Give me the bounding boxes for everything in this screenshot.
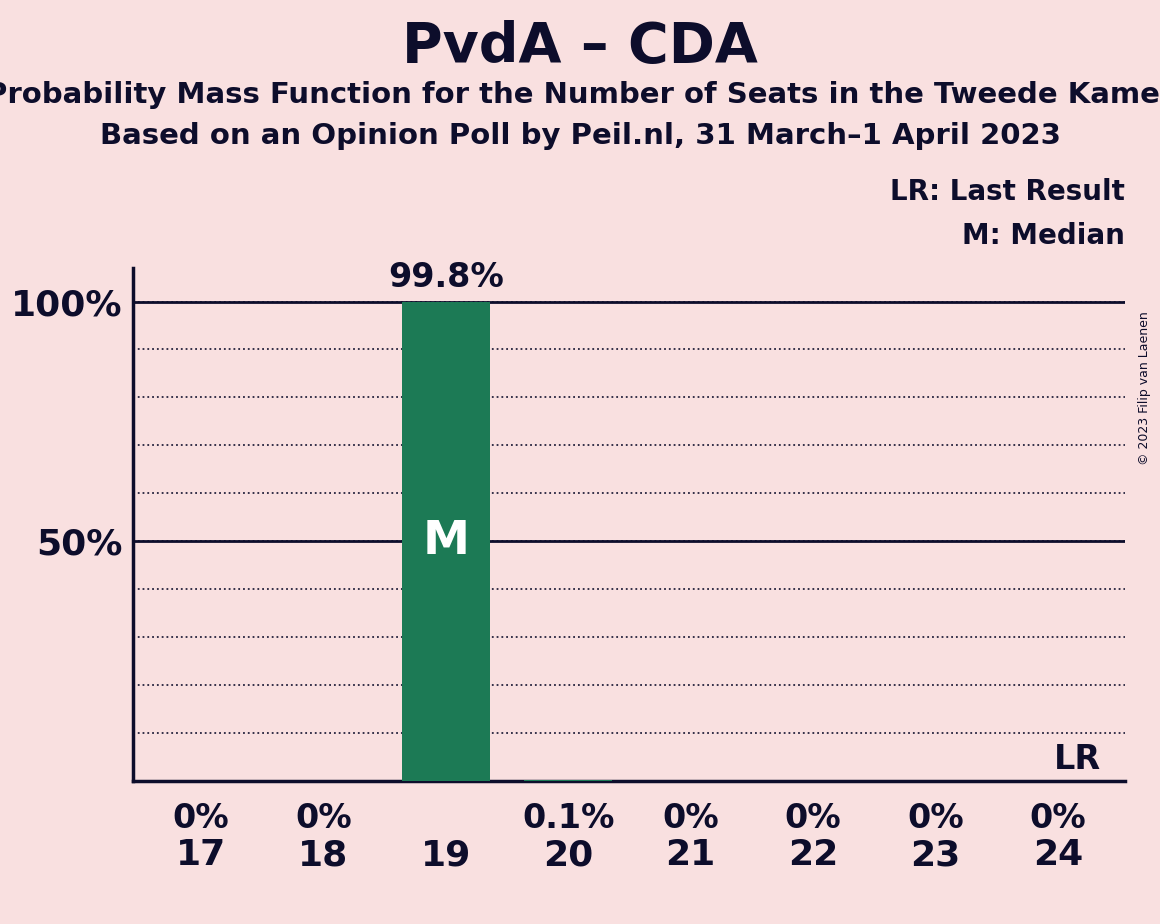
Text: 0%: 0% (784, 802, 841, 835)
Text: 99.8%: 99.8% (387, 261, 503, 295)
Text: M: Median: M: Median (963, 222, 1125, 249)
Text: PvdA – CDA: PvdA – CDA (403, 20, 757, 74)
Text: 0%: 0% (173, 802, 229, 835)
Text: LR: LR (1053, 743, 1101, 776)
Text: 24: 24 (1032, 838, 1083, 872)
Text: Probability Mass Function for the Number of Seats in the Tweede Kamer: Probability Mass Function for the Number… (0, 81, 1160, 109)
Text: 23: 23 (911, 838, 960, 872)
Text: 0%: 0% (1030, 802, 1086, 835)
Text: 21: 21 (666, 838, 716, 872)
Text: 0%: 0% (662, 802, 719, 835)
Text: Based on an Opinion Poll by Peil.nl, 31 March–1 April 2023: Based on an Opinion Poll by Peil.nl, 31 … (100, 122, 1060, 150)
Text: 20: 20 (543, 838, 593, 872)
Text: 0.1%: 0.1% (522, 802, 615, 835)
Text: © 2023 Filip van Laenen: © 2023 Filip van Laenen (1138, 311, 1151, 465)
Text: 0%: 0% (907, 802, 964, 835)
Text: 0%: 0% (295, 802, 351, 835)
Text: 19: 19 (420, 838, 471, 872)
Text: 17: 17 (175, 838, 226, 872)
Text: M: M (422, 518, 469, 564)
Text: 18: 18 (298, 838, 348, 872)
Text: 22: 22 (788, 838, 838, 872)
Bar (401, 302, 490, 781)
Text: LR: Last Result: LR: Last Result (891, 178, 1125, 206)
